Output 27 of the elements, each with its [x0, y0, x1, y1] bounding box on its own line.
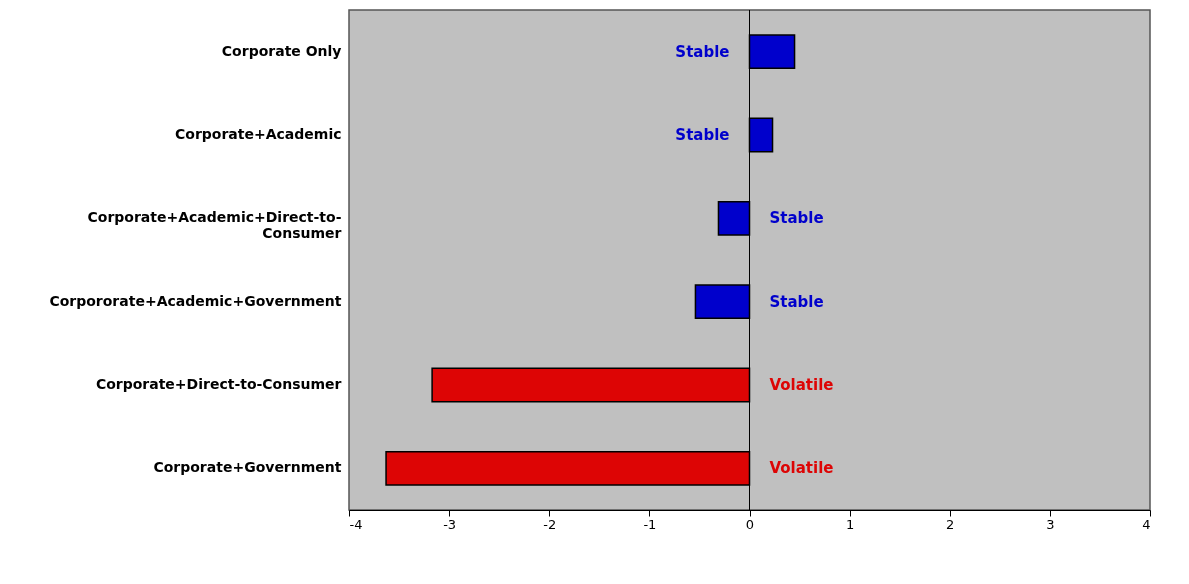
bar: [748, 117, 774, 153]
y-tick-label: Corporate Only: [221, 42, 342, 59]
y-tick-label: Corpororate+Academic+Government: [49, 292, 342, 309]
x-tick-label: 1: [845, 516, 855, 532]
y-tick-label: Corporate+Academic: [175, 126, 342, 142]
annotation: Stable: [769, 209, 824, 228]
annotation: Volatile: [769, 459, 834, 478]
annotation: Stable: [769, 292, 824, 311]
x-tick-label: 0: [745, 516, 755, 532]
bar: [431, 367, 751, 403]
x-tick-label: 4: [1142, 516, 1151, 532]
y-tick-label: Corporate+Government: [153, 459, 342, 476]
x-tick-label: -2: [543, 516, 557, 532]
bar: [748, 34, 796, 70]
bar: [385, 450, 751, 486]
x-tick-label: -3: [443, 516, 457, 532]
bar: [717, 200, 751, 236]
x-tick-label: -1: [643, 516, 657, 532]
x-tick-label: 2: [946, 516, 955, 532]
y-tick-label: Corporate+Direct-to-Consumer: [95, 376, 342, 392]
x-tick-label: 3: [1046, 516, 1055, 532]
y-tick-label: Corporate+Academic+Direct-to-Consumer: [87, 209, 342, 242]
annotation: Volatile: [769, 376, 834, 394]
x-tick-label: -4: [349, 516, 363, 532]
bar: [694, 284, 751, 320]
annotation: Stable: [675, 42, 730, 61]
annotation: Stable: [675, 126, 730, 144]
